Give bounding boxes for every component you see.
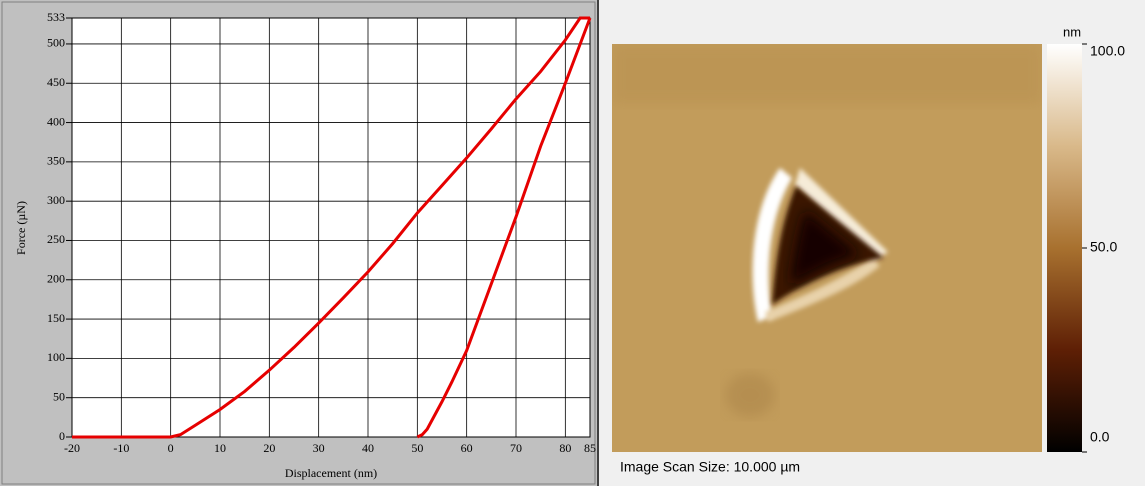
y-tick-label: 350 xyxy=(47,154,65,168)
x-tick-label: 70 xyxy=(510,441,522,455)
y-tick-label: 400 xyxy=(47,114,65,128)
x-tick-label: 0 xyxy=(168,441,174,455)
x-tick-label: 80 xyxy=(559,441,571,455)
y-tick-label: 0 xyxy=(59,429,65,443)
x-tick-label: 40 xyxy=(362,441,374,455)
caption: Image Scan Size: 10.000 µm xyxy=(620,459,800,475)
colorbar xyxy=(1047,44,1082,452)
colorbar-label: 50.0 xyxy=(1090,239,1117,255)
x-tick-label: 10 xyxy=(214,441,226,455)
y-tick-label: 150 xyxy=(47,311,65,325)
x-axis-label: Displacement (nm) xyxy=(285,466,377,480)
y-tick-label: 50 xyxy=(53,389,65,403)
y-tick-label: 450 xyxy=(47,75,65,89)
colorbar-label: 0.0 xyxy=(1090,429,1110,445)
y-tick-label: 250 xyxy=(47,232,65,246)
x-tick-label: -10 xyxy=(113,441,129,455)
afm-image xyxy=(612,44,1042,452)
y-tick-label: 100 xyxy=(47,350,65,364)
y-tick-label: 300 xyxy=(47,193,65,207)
y-tick-label: 200 xyxy=(47,272,65,286)
x-tick-label: 60 xyxy=(461,441,473,455)
x-tick-label: 20 xyxy=(263,441,275,455)
colorbar-unit: nm xyxy=(1063,24,1081,39)
x-tick-label: 50 xyxy=(411,441,423,455)
y-axis-label: Force (µN) xyxy=(14,201,28,255)
colorbar-label: 100.0 xyxy=(1090,43,1125,59)
x-tick-label: 85 xyxy=(584,441,596,455)
x-tick-label: -20 xyxy=(64,441,80,455)
y-tick-label: 500 xyxy=(47,36,65,50)
x-tick-label: 30 xyxy=(313,441,325,455)
y-tick-label: 533 xyxy=(47,10,65,24)
page: -20 -10 0 10 20 30 40 50 60 70 80 85 0 50 100 150 200 250… xyxy=(0,0,1145,486)
